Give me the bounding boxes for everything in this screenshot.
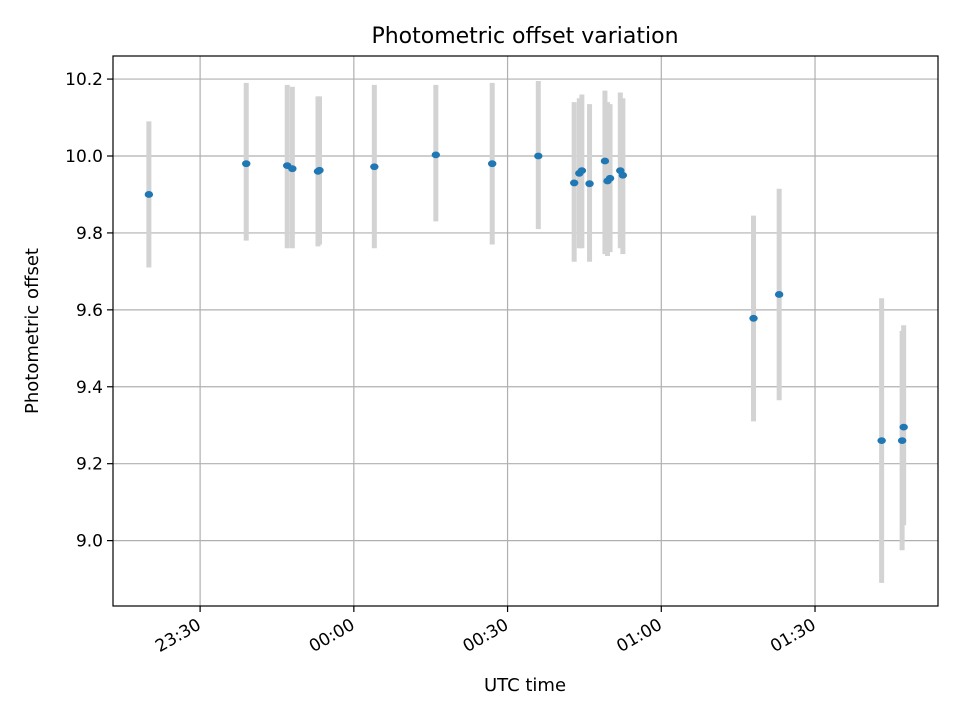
data-point	[431, 151, 441, 159]
data-point	[600, 157, 610, 165]
chart-title: Photometric offset variation	[371, 24, 678, 49]
data-point	[315, 166, 324, 174]
data-point	[774, 291, 784, 298]
y-tick-label: 9.6	[76, 301, 103, 321]
y-tick-label: 9.8	[76, 224, 103, 244]
data-point	[585, 180, 594, 188]
y-axis: 9.0 9.2 9.4 9.6 9.8 10.0 10.2	[65, 70, 113, 552]
data-point	[877, 437, 886, 445]
plot-frame	[112, 55, 939, 607]
y-tick-label: 9.4	[76, 378, 103, 398]
y-tick-label: 10.0	[65, 147, 103, 167]
data-point	[897, 437, 907, 445]
y-tick-label: 10.2	[65, 70, 103, 90]
data-points	[144, 151, 908, 445]
y-tick-label: 9.2	[76, 455, 103, 475]
data-point	[144, 191, 154, 198]
data-point	[242, 160, 251, 168]
data-point	[534, 152, 543, 160]
data-point	[605, 174, 615, 182]
x-axis-title: UTC time	[484, 675, 566, 696]
data-point	[569, 179, 579, 187]
data-point	[487, 160, 497, 168]
data-point	[288, 165, 297, 173]
data-point	[370, 163, 379, 171]
data-point	[577, 167, 587, 175]
y-tick-label: 9.0	[76, 532, 103, 552]
data-point	[749, 314, 758, 322]
y-axis-title: Photometric offset	[22, 248, 43, 414]
data-point	[899, 423, 908, 431]
grid	[113, 56, 938, 606]
data-point	[618, 171, 628, 179]
